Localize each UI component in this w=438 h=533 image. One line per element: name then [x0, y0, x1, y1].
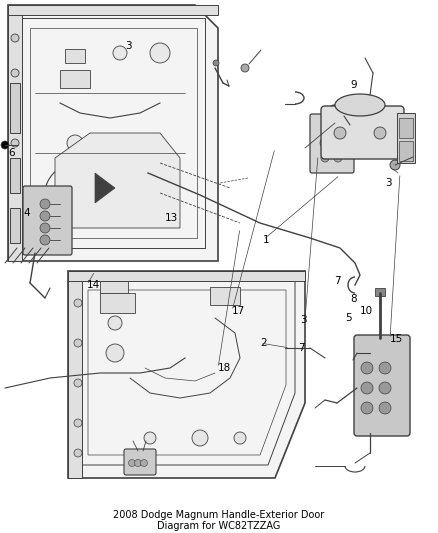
Circle shape	[141, 459, 148, 466]
Ellipse shape	[335, 94, 385, 116]
Circle shape	[11, 34, 19, 42]
FancyBboxPatch shape	[310, 114, 354, 173]
Circle shape	[333, 138, 343, 148]
Text: 18: 18	[218, 363, 231, 373]
Bar	[100, 293, 135, 313]
Text: 6: 6	[8, 148, 14, 158]
Circle shape	[361, 402, 373, 414]
Circle shape	[320, 138, 330, 148]
Text: 7: 7	[334, 276, 341, 286]
Bar	[68, 271, 82, 478]
FancyBboxPatch shape	[354, 335, 410, 436]
Bar	[60, 70, 90, 88]
Circle shape	[106, 344, 124, 362]
Circle shape	[390, 160, 400, 170]
Text: 8: 8	[350, 294, 357, 304]
Polygon shape	[55, 133, 180, 228]
Text: 5: 5	[345, 313, 352, 323]
Circle shape	[192, 430, 208, 446]
Bar	[210, 287, 240, 305]
Text: 3: 3	[385, 178, 392, 188]
Bar	[100, 281, 128, 293]
Circle shape	[334, 154, 342, 162]
Bar	[10, 83, 20, 133]
Circle shape	[321, 154, 329, 162]
Circle shape	[361, 362, 373, 374]
Text: Diagram for WC82TZZAG: Diagram for WC82TZZAG	[157, 521, 281, 531]
Text: 2: 2	[260, 338, 267, 348]
Circle shape	[11, 209, 19, 217]
Bar	[8, 5, 218, 15]
Circle shape	[74, 299, 82, 307]
Bar	[399, 141, 413, 161]
Circle shape	[74, 449, 82, 457]
Bar	[68, 271, 305, 281]
Circle shape	[40, 199, 50, 209]
Polygon shape	[95, 173, 115, 203]
Text: 9: 9	[350, 80, 357, 90]
Text: 1: 1	[263, 235, 270, 245]
Bar	[65, 49, 85, 63]
FancyBboxPatch shape	[23, 186, 72, 255]
Circle shape	[74, 419, 82, 427]
Circle shape	[379, 402, 391, 414]
Text: 15: 15	[390, 334, 403, 344]
Polygon shape	[8, 5, 218, 261]
Circle shape	[40, 223, 50, 233]
Text: 17: 17	[232, 306, 245, 316]
Bar	[397, 113, 415, 163]
Circle shape	[1, 141, 9, 149]
Circle shape	[11, 139, 19, 147]
Circle shape	[374, 127, 386, 139]
Text: 10: 10	[360, 306, 373, 316]
Circle shape	[234, 432, 246, 444]
Text: 14: 14	[87, 280, 100, 290]
FancyBboxPatch shape	[124, 449, 156, 475]
Bar	[8, 5, 22, 261]
Circle shape	[63, 171, 87, 195]
Polygon shape	[68, 271, 305, 478]
Bar	[10, 208, 20, 243]
Circle shape	[74, 339, 82, 347]
Circle shape	[67, 135, 83, 151]
Bar	[399, 118, 413, 138]
Text: 7: 7	[298, 343, 304, 353]
Circle shape	[361, 382, 373, 394]
Circle shape	[74, 379, 82, 387]
Circle shape	[128, 459, 135, 466]
Circle shape	[144, 432, 156, 444]
Circle shape	[134, 459, 141, 466]
FancyBboxPatch shape	[321, 106, 404, 159]
Text: 2008 Dodge Magnum Handle-Exterior Door: 2008 Dodge Magnum Handle-Exterior Door	[113, 510, 325, 520]
Circle shape	[213, 60, 219, 66]
Text: 3: 3	[125, 41, 132, 51]
Text: 3: 3	[300, 315, 307, 325]
Circle shape	[40, 235, 50, 245]
Circle shape	[11, 174, 19, 182]
Text: 13: 13	[165, 213, 178, 223]
Circle shape	[379, 362, 391, 374]
Circle shape	[241, 64, 249, 72]
Circle shape	[379, 382, 391, 394]
Circle shape	[11, 104, 19, 112]
Circle shape	[11, 69, 19, 77]
Circle shape	[334, 127, 346, 139]
Circle shape	[40, 211, 50, 221]
Circle shape	[11, 234, 19, 242]
Circle shape	[113, 46, 127, 60]
Circle shape	[108, 316, 122, 330]
Text: 4: 4	[23, 208, 30, 218]
Bar	[375, 288, 385, 296]
Circle shape	[150, 43, 170, 63]
Bar	[10, 158, 20, 193]
